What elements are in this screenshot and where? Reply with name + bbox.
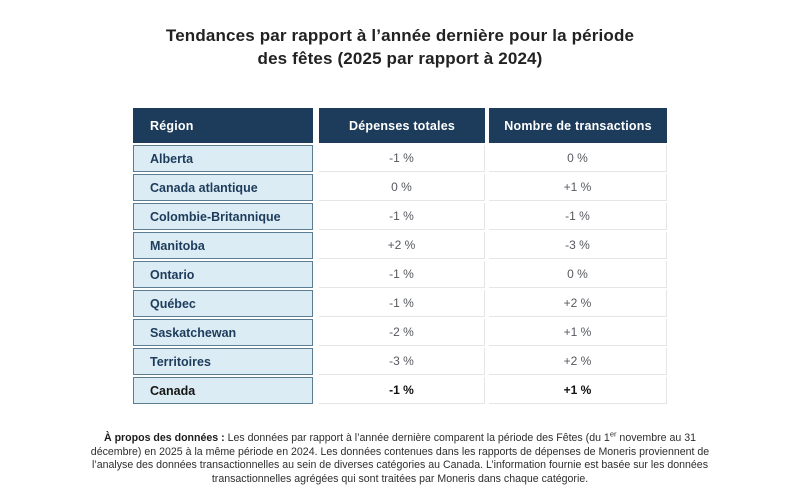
page-title: Tendances par rapport à l’année dernière… [100,25,700,70]
table-row: Saskatchewan -2 % +1 % [133,319,667,346]
page-title-line2: des fêtes (2025 par rapport à 2024) [257,48,543,68]
table-row: Manitoba +2 % -3 % [133,232,667,259]
region-cell: Canada [133,377,313,404]
table-row: Québec -1 % +2 % [133,290,667,317]
about-data-label: À propos des données : [103,431,225,444]
total-spend-cell: -2 % [319,319,485,346]
transaction-count-cell: +2 % [489,290,667,317]
region-cell: Manitoba [133,232,313,259]
transaction-count-cell: -3 % [489,232,667,259]
about-data-text-pre: Les données par rapport à l’année derniè… [224,431,610,444]
region-cell: Ontario [133,261,313,288]
total-spend-cell: -1 % [319,261,485,288]
total-spend-cell: -1 % [319,145,485,172]
table-header-row: Région Dépenses totales Nombre de transa… [133,108,667,143]
infographic-canvas: Tendances par rapport à l’année dernière… [0,25,800,500]
about-data-superscript: er [609,429,617,439]
transaction-count-cell: +2 % [489,348,667,375]
table-row: Colombie-Britannique -1 % -1 % [133,203,667,230]
about-data-note: À propos des données : Les données par r… [85,429,715,488]
column-header-transaction-count: Nombre de transactions [489,108,667,143]
transaction-count-cell: 0 % [489,261,667,288]
transaction-count-cell: 0 % [489,145,667,172]
total-spend-cell: -1 % [319,377,485,404]
total-spend-cell: -3 % [319,348,485,375]
table-row: Canada atlantique 0 % +1 % [133,174,667,201]
region-cell: Québec [133,290,313,317]
column-header-total-spend: Dépenses totales [319,108,485,143]
region-cell: Colombie-Britannique [133,203,313,230]
transaction-count-cell: -1 % [489,203,667,230]
total-spend-cell: +2 % [319,232,485,259]
table-row: Canada -1 % +1 % [133,377,667,404]
total-spend-cell: 0 % [319,174,485,201]
column-header-region: Région [133,108,313,143]
page-title-line1: Tendances par rapport à l’année dernière… [165,26,635,45]
transaction-count-cell: +1 % [489,319,667,346]
region-cell: Canada atlantique [133,174,313,201]
table-row: Ontario -1 % 0 % [133,261,667,288]
region-cell: Alberta [133,145,313,172]
transaction-count-cell: +1 % [489,377,667,404]
table-row: Alberta -1 % 0 % [133,145,667,172]
table-row: Territoires -3 % +2 % [133,348,667,375]
total-spend-cell: -1 % [319,203,485,230]
table-body: Alberta -1 % 0 % Canada atlantique 0 % +… [133,145,667,404]
transaction-count-cell: +1 % [489,174,667,201]
region-cell: Territoires [133,348,313,375]
region-cell: Saskatchewan [133,319,313,346]
trends-table: Région Dépenses totales Nombre de transa… [133,108,667,404]
total-spend-cell: -1 % [319,290,485,317]
